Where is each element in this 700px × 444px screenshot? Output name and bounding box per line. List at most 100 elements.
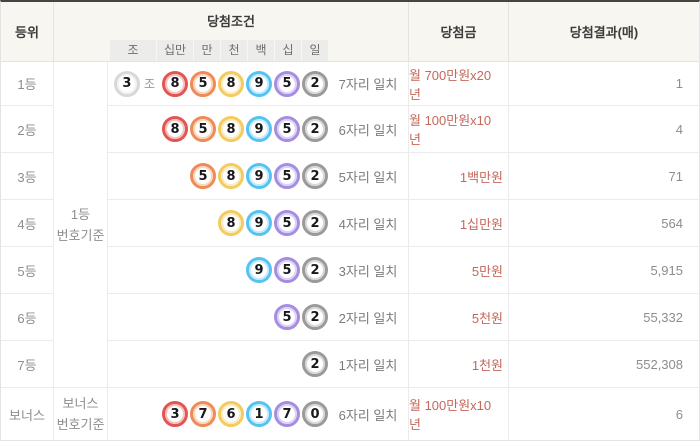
rank-1: 1등 bbox=[1, 62, 54, 106]
ball-100k: 8 bbox=[162, 116, 188, 142]
result-count-bonus: 6 bbox=[675, 406, 683, 422]
condition-row-4: 8 9 5 2 4자리 일치 bbox=[108, 200, 409, 247]
ball-100: 1 bbox=[246, 401, 272, 427]
rank-7: 7등 bbox=[1, 341, 54, 388]
header-condition: 당첨조건 조 십만 만 천 백 십 일 bbox=[54, 2, 409, 61]
condition-row-6: 5 2 2자리 일치 bbox=[108, 294, 409, 341]
ball-1: 2 bbox=[302, 116, 328, 142]
ball-100k: 3 bbox=[162, 401, 188, 427]
ball-1: 2 bbox=[302, 304, 328, 330]
ball-1: 2 bbox=[302, 351, 328, 377]
ball-1k: 6 bbox=[218, 401, 244, 427]
condition-row-3: 5 8 9 5 2 5자리 일치 bbox=[108, 153, 409, 200]
place-labels: 조 십만 만 천 백 십 일 bbox=[110, 40, 328, 61]
ball-1: 2 bbox=[302, 257, 328, 283]
match-label: 2자리 일치 bbox=[338, 310, 398, 326]
match-label: 5자리 일치 bbox=[338, 169, 398, 185]
ball-group: 2 bbox=[300, 351, 328, 377]
ball-jo: 3 bbox=[113, 70, 140, 97]
prize-4: 1십만원 bbox=[409, 200, 509, 247]
header-place-row: 조 십만 만 천 백 십 일 bbox=[54, 39, 408, 61]
header-result: 당첨결과(매) bbox=[569, 25, 639, 40]
prize-bonus: 월 100만원x10년 bbox=[409, 388, 509, 440]
rank-4: 4등 bbox=[1, 200, 54, 247]
ball-100: 9 bbox=[246, 163, 272, 189]
match-label: 3자리 일치 bbox=[338, 263, 398, 279]
basis-first-line1: 1등 bbox=[70, 206, 91, 222]
ball-10: 5 bbox=[274, 70, 300, 97]
basis-first-line2: 번호기준 bbox=[56, 227, 105, 243]
table-body: 1등 2등 3등 4등 5등 6등 7등 보너스 1등 번호기준 보너스 번호기… bbox=[1, 62, 699, 440]
place-label-100: 백 bbox=[248, 40, 274, 61]
place-label-10: 십 bbox=[275, 40, 301, 61]
ball-1k: 8 bbox=[218, 70, 244, 97]
match-label: 1자리 일치 bbox=[338, 357, 398, 373]
ball-1: 2 bbox=[302, 163, 328, 189]
ball-1k: 8 bbox=[218, 163, 244, 189]
prize-2: 월 100만원x10년 bbox=[409, 106, 509, 153]
ball-1k: 8 bbox=[218, 210, 244, 236]
rank-2: 2등 bbox=[1, 106, 54, 153]
ball-group: 9 5 2 bbox=[244, 257, 328, 283]
ball-group: 8 9 5 2 bbox=[216, 210, 328, 236]
rank-6: 6등 bbox=[1, 294, 54, 341]
match-label: 6자리 일치 bbox=[338, 122, 398, 138]
ball-10k: 5 bbox=[190, 70, 216, 97]
basis-first-prize: 1등 번호기준 bbox=[54, 62, 108, 388]
ball-100: 9 bbox=[246, 210, 272, 236]
prize-1: 월 700만원x20년 bbox=[409, 62, 509, 106]
ball-10k: 5 bbox=[190, 163, 216, 189]
prize-6: 5천원 bbox=[409, 294, 509, 341]
result-count-3: 71 bbox=[509, 153, 699, 200]
header-prize: 당첨금 bbox=[409, 2, 509, 61]
condition-row-2: 8 5 8 9 5 2 6자리 일치 bbox=[108, 106, 409, 153]
prize-3: 1백만원 bbox=[409, 153, 509, 200]
header-condition-title: 당첨조건 bbox=[207, 14, 255, 29]
rank-bonus: 보너스 bbox=[1, 388, 54, 440]
match-label: 7자리 일치 bbox=[338, 77, 398, 92]
ball-1k: 8 bbox=[218, 116, 244, 142]
table-header: 등위 당첨조건 조 십만 만 천 백 십 일 당첨금 당첨결과(매) bbox=[1, 2, 699, 62]
basis-bonus-line1: 보너스 bbox=[62, 396, 99, 411]
ball-1: 2 bbox=[302, 210, 328, 236]
prize-7: 1천원 bbox=[409, 341, 509, 388]
prize-5: 5만원 bbox=[409, 247, 509, 294]
place-label-10k: 만 bbox=[194, 40, 220, 61]
ball-100: 9 bbox=[246, 70, 272, 97]
result-count-7: 552,308 bbox=[509, 341, 699, 388]
ball-group: 8 5 8 9 5 2 bbox=[160, 116, 328, 142]
result-count-6: 55,332 bbox=[509, 294, 699, 341]
result-count-4: 564 bbox=[509, 200, 699, 247]
ball-10: 5 bbox=[274, 210, 300, 236]
place-label-1k: 천 bbox=[221, 40, 247, 61]
ball-10: 5 bbox=[274, 116, 300, 142]
condition-row-7: 2 1자리 일치 bbox=[108, 341, 409, 388]
condition-row-1: 3 조 8 5 8 9 5 2 7자리 일치 bbox=[108, 62, 409, 106]
result-count-1: 1 bbox=[509, 62, 699, 106]
ball-10: 5 bbox=[274, 257, 300, 283]
jo-unit-label: 조 bbox=[143, 77, 155, 91]
ball-100: 9 bbox=[246, 257, 272, 283]
ball-1: 0 bbox=[302, 401, 328, 427]
result-count-2: 4 bbox=[509, 106, 699, 153]
ball-group: 3 조 8 5 8 9 5 2 bbox=[112, 70, 328, 97]
ball-group: 3 7 6 1 7 0 bbox=[160, 401, 328, 427]
basis-bonus-line2: 번호기준 bbox=[56, 417, 105, 432]
ball-group: 5 2 bbox=[272, 304, 328, 330]
condition-row-5: 9 5 2 3자리 일치 bbox=[108, 247, 409, 294]
header-rank: 등위 bbox=[1, 2, 54, 61]
ball-10: 5 bbox=[274, 304, 300, 330]
rank-5: 5등 bbox=[1, 247, 54, 294]
ball-100: 9 bbox=[246, 116, 272, 142]
ball-1: 2 bbox=[302, 70, 328, 97]
rank-3: 3등 bbox=[1, 153, 54, 200]
ball-10: 5 bbox=[274, 163, 300, 189]
match-label: 6자리 일치 bbox=[338, 407, 398, 423]
ball-group: 5 8 9 5 2 bbox=[188, 163, 328, 189]
place-label-jo: 조 bbox=[110, 40, 156, 61]
ball-10k: 7 bbox=[190, 401, 216, 427]
match-label: 4자리 일치 bbox=[338, 216, 398, 232]
condition-row-bonus: 3 7 6 1 7 0 6자리 일치 bbox=[108, 388, 409, 440]
place-label-100k: 십만 bbox=[157, 40, 193, 61]
